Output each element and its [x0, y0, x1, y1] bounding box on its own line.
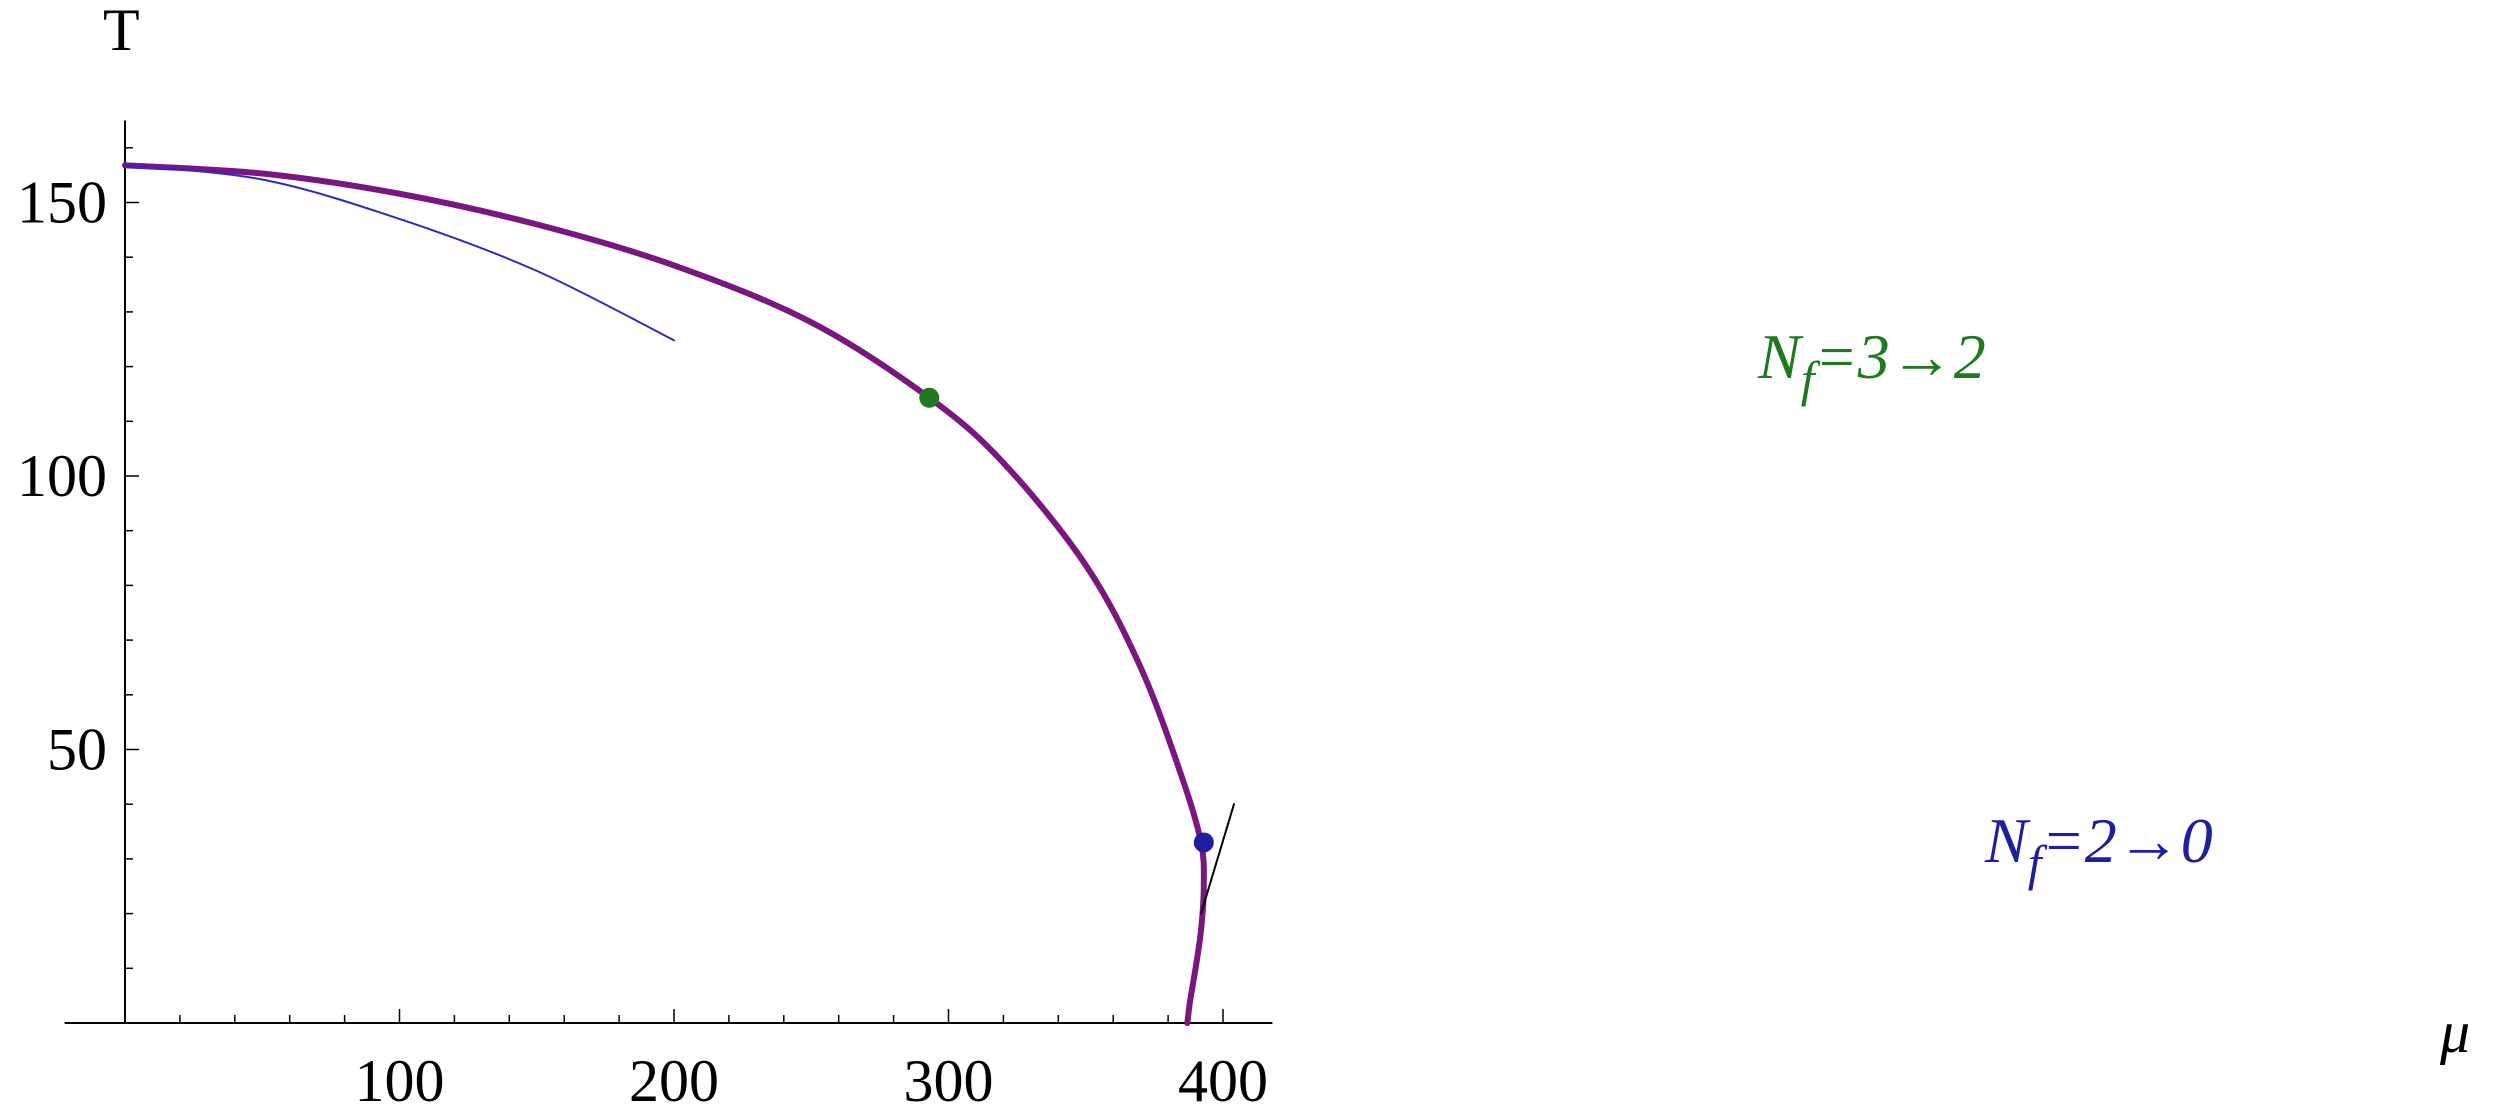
- ticks: 100 200 300 400 50 100 150: [17, 147, 1268, 1114]
- annotation-nf-3-2-main: N: [1757, 321, 1804, 392]
- series-phase-boundary: [122, 162, 1207, 1026]
- annotation-nf-3-2-rest: =3→2: [1815, 321, 1986, 392]
- series-tangent-line: [1200, 803, 1235, 915]
- transition-point-1: [919, 387, 940, 408]
- y-axis-label: T: [103, 0, 140, 63]
- annotation-nf-2-0: Nf=2→0: [1984, 805, 2213, 891]
- x-tick-label: 100: [355, 1048, 445, 1114]
- y-tick-label: 50: [47, 717, 107, 783]
- annotation-nf-3-2: Nf=3→2: [1757, 321, 1986, 407]
- curves: [122, 162, 1235, 1026]
- x-tick-label: 300: [904, 1048, 994, 1114]
- y-tick-label: 150: [17, 170, 107, 236]
- x-tick-label: 400: [1178, 1048, 1268, 1114]
- series-small-mu-approximation: [124, 164, 675, 342]
- points: [919, 387, 1214, 853]
- x-axis-label: μ: [2439, 999, 2470, 1065]
- x-tick-label: 200: [629, 1048, 719, 1114]
- axes: [64, 120, 1273, 1024]
- transition-point-2: [1193, 832, 1214, 853]
- y-tick-label: 100: [17, 443, 107, 509]
- annotation-nf-2-0-main: N: [1984, 805, 2031, 876]
- annotation-nf-2-0-rest: =2→0: [2042, 805, 2213, 876]
